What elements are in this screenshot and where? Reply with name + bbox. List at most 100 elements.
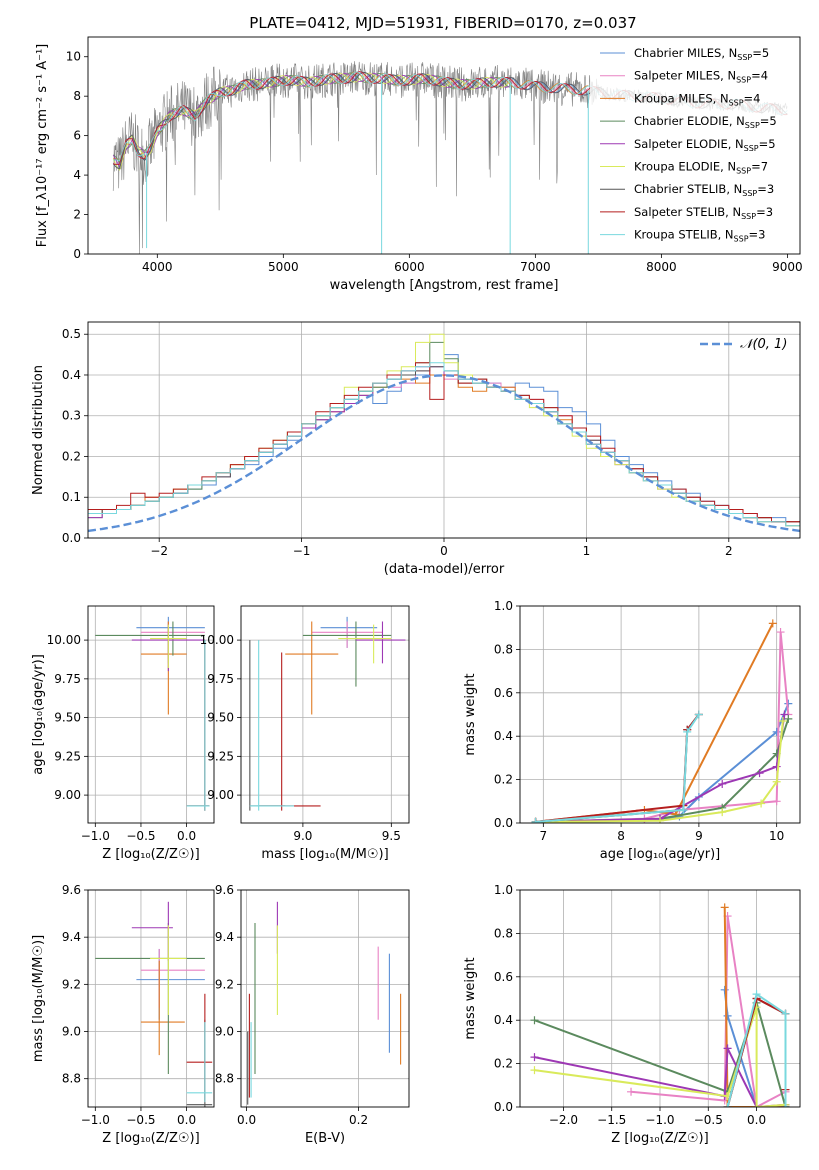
tick-label-y: 0.0: [494, 816, 513, 830]
tick-label-x: 8000: [646, 260, 677, 274]
tick-label-y: 0.6: [494, 970, 513, 984]
x-axis-label: age [log₁₀(age/yr)]: [600, 847, 721, 862]
massweight-marker: [723, 1044, 732, 1053]
massweight-line: [535, 720, 784, 823]
legend-subscript: SSP: [737, 53, 752, 62]
tick-label-y: 9.0: [62, 1025, 81, 1039]
x-axis-label: (data-model)/error: [384, 562, 505, 577]
tick-label-y: 0.4: [494, 1013, 513, 1027]
axes-spectrum: 4000 5000 6000 7000 8000 9000 0 2 4 6 8 10 wavelengt…: [35, 36, 803, 293]
tick-label-x: 8: [617, 829, 625, 843]
tick-label-x: −1.0: [645, 1113, 674, 1127]
massweight-marker: [752, 1103, 761, 1107]
tick-label-y: 9.6: [215, 883, 234, 897]
tick-label-y: 9.75: [207, 672, 234, 686]
errorbar-point: [355, 621, 406, 664]
tick-label-x: 5000: [268, 260, 299, 274]
tick-label-y: 0.6: [494, 686, 513, 700]
axes-age_vs_mass: 9.0 9.5 9.00 9.25 9.50 9.75 10.00 mass [log₁₀(M…: [200, 605, 410, 862]
axes-frame: [519, 605, 801, 824]
legend-text: Chabrier STELIB, N: [634, 182, 742, 196]
tick-label-x: 9.0: [293, 829, 312, 843]
legend-label: Salpeter STELIB, NSSP=3: [634, 205, 773, 221]
massweight-marker: [656, 816, 664, 823]
axes-frame: [240, 889, 410, 1108]
y-axis-label: mass weight: [463, 673, 478, 755]
massweight-marker: [772, 727, 781, 736]
legend-label: Chabrier MILES, NSSP=5: [634, 46, 769, 62]
legend-label: Kroupa ELODIE, NSSP=7: [634, 160, 768, 176]
tick-label-x: −0.5: [126, 1113, 155, 1127]
plot-area-massweight_vs_age: [531, 619, 793, 823]
massweight-marker: [768, 619, 777, 628]
tick-label-y: 10.00: [200, 633, 234, 647]
tick-label-x: 0: [440, 544, 448, 558]
axes-frame: [87, 321, 801, 539]
massweight-marker: [776, 628, 785, 637]
massweight-marker: [778, 717, 787, 726]
legend-nssp: =5: [759, 137, 776, 151]
massweight-marker: [720, 903, 729, 912]
errorbar-point: [95, 923, 205, 1074]
tick-label-y: 1.0: [494, 599, 513, 613]
massweight-marker: [530, 1053, 539, 1062]
tick-label-x: 9.5: [382, 829, 401, 843]
legend-subscript: SSP: [729, 98, 744, 107]
figure-title: PLATE=0412, MJD=51931, FIBERID=0170, z=0…: [249, 14, 636, 32]
errorbar-point: [186, 643, 210, 811]
tick-label-y: 9.00: [207, 788, 234, 802]
axes-frame: [87, 889, 215, 1108]
axes-massweight_vs_age: 7 8 9 10 0.0 0.2 0.4 0.6 0.8 1.0 age [log₁₀(age/yr…: [463, 599, 801, 862]
massweight-marker: [772, 762, 781, 771]
legend-text: Chabrier ELODIE, N: [634, 114, 745, 128]
tick-label-x: −1.0: [81, 1113, 110, 1127]
massweight-line: [535, 631, 790, 823]
errorbar-point: [186, 1022, 213, 1103]
tick-label-x: 7: [540, 829, 548, 843]
errorbar-point: [136, 616, 205, 653]
massweight-marker: [530, 1066, 539, 1075]
errorbar-point: [150, 925, 187, 1016]
tick-label-x: 2: [725, 544, 733, 558]
legend-nssp: =4: [744, 91, 761, 105]
x-axis-label: Z [log₁₀(Z/Z☉)]: [102, 1131, 199, 1146]
axes-residuals: −2 −1 0 1 2 0.0 0.1 0.2 0.3 0.4 0.5 (data-model)/er…: [31, 321, 801, 577]
tick-label-x: 0.0: [177, 1113, 196, 1127]
tick-label-y: 6: [73, 129, 81, 143]
plot-area-age_vs_mass: [249, 616, 406, 811]
legend-subscript: SSP: [742, 189, 757, 198]
legend-text: Salpeter MILES, N: [634, 69, 736, 83]
massweight-marker: [784, 714, 793, 723]
errorbar-point: [186, 640, 210, 811]
tick-label-y: 0.2: [494, 1057, 513, 1071]
legend-subscript: SSP: [744, 144, 759, 153]
x-axis-label: Z [log₁₀(Z/Z☉)]: [611, 1131, 708, 1146]
tick-label-y: 9.75: [54, 672, 81, 686]
errorbar-point: [338, 624, 392, 664]
legend-text: Chabrier MILES, N: [634, 46, 737, 60]
axes-frame: [87, 605, 215, 824]
legend-nssp: =7: [751, 160, 768, 174]
y-axis-label: mass weight: [463, 957, 478, 1039]
tick-label-x: 0.0: [237, 1113, 256, 1127]
errorbar-point: [131, 901, 173, 961]
tick-label-y: 9.00: [54, 788, 81, 802]
tick-label-x: −1.0: [81, 829, 110, 843]
tick-label-x: −0.5: [126, 829, 155, 843]
spectrum-model-line: [112, 72, 511, 171]
plot-area-mass_vs_Z: [95, 901, 213, 1107]
tick-label-x: 7000: [520, 260, 551, 274]
tick-label-y: 8.8: [62, 1072, 81, 1086]
axes-frame: [240, 605, 410, 824]
tick-label-y: 0.4: [62, 368, 81, 382]
legend-label: 𝒩(0, 1): [740, 337, 787, 352]
tick-label-x: −1: [293, 544, 311, 558]
legend-label: Kroupa STELIB, NSSP=3: [634, 228, 765, 244]
axes-frame: [519, 889, 801, 1108]
tick-label-y: 10.00: [47, 633, 81, 647]
legend-label: Kroupa MILES, NSSP=4: [634, 91, 760, 107]
tick-label-x: 1: [583, 544, 591, 558]
legend-nssp: =5: [760, 114, 777, 128]
errorbar-point: [150, 624, 187, 668]
